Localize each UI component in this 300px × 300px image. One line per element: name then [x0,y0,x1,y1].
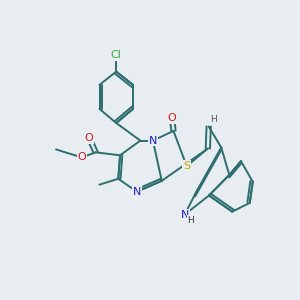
Text: N: N [181,210,189,220]
Text: N: N [149,136,157,146]
Text: O: O [168,113,176,123]
Text: O: O [85,133,94,143]
Text: O: O [77,152,86,162]
Text: N: N [133,187,141,197]
Text: S: S [183,161,190,171]
Text: H: H [210,115,216,124]
Text: Cl: Cl [111,50,122,61]
Text: H: H [187,216,194,225]
